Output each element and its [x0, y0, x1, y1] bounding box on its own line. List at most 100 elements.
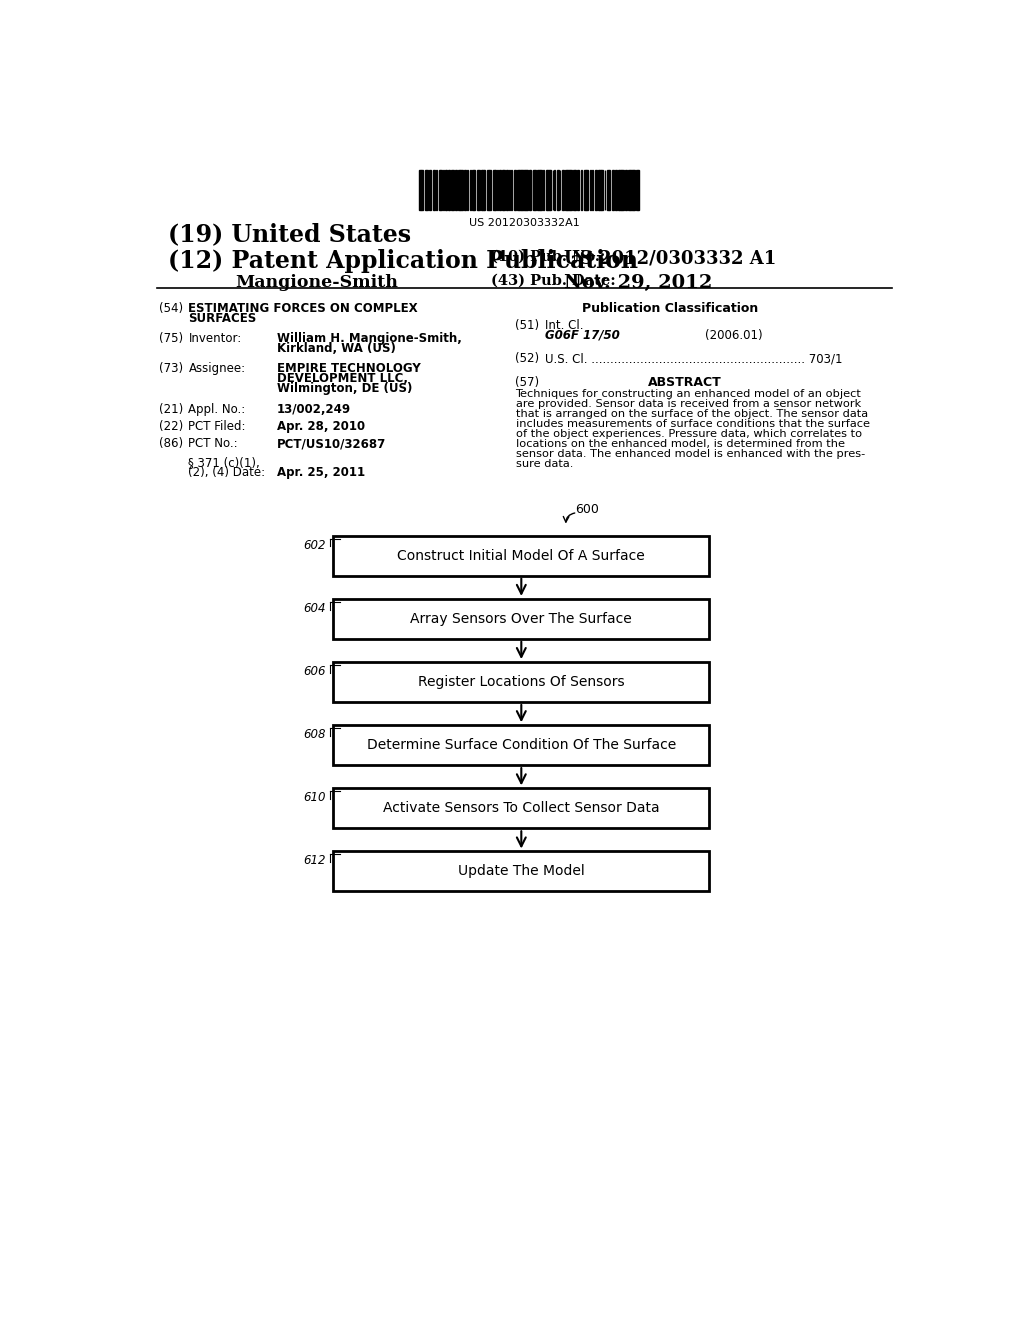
Bar [562, 170, 563, 210]
Bar [503, 170, 506, 210]
Bar [506, 170, 508, 210]
Text: (57): (57) [515, 376, 540, 388]
Text: (75): (75) [159, 333, 183, 346]
Bar [482, 170, 483, 210]
Text: Update The Model: Update The Model [458, 865, 585, 878]
Bar [480, 170, 482, 210]
Bar [486, 170, 489, 210]
Bar [538, 170, 540, 210]
Bar [567, 170, 569, 210]
Text: PCT Filed:: PCT Filed: [188, 420, 246, 433]
Bar [584, 170, 586, 210]
Text: Nov. 29, 2012: Nov. 29, 2012 [563, 275, 712, 292]
Bar [517, 170, 519, 210]
Text: Array Sensors Over The Surface: Array Sensors Over The Surface [411, 612, 632, 626]
Bar [478, 170, 480, 210]
Bar [607, 170, 609, 210]
Bar [557, 170, 559, 210]
Bar [334, 788, 710, 829]
Bar [429, 170, 431, 210]
Bar [442, 170, 444, 210]
Text: (51): (51) [515, 318, 540, 331]
Text: (52): (52) [515, 352, 540, 366]
Text: Apr. 25, 2011: Apr. 25, 2011 [276, 466, 365, 479]
Bar [432, 170, 435, 210]
Text: US 20120303332A1: US 20120303332A1 [469, 218, 581, 227]
Bar [611, 170, 614, 210]
Bar [630, 170, 633, 210]
Bar [334, 663, 710, 702]
Text: (19) United States: (19) United States [168, 222, 412, 247]
Bar [489, 170, 492, 210]
Text: ABSTRACT: ABSTRACT [647, 376, 721, 388]
Bar [334, 851, 710, 891]
Text: sure data.: sure data. [515, 459, 572, 470]
Bar [334, 536, 710, 576]
Bar [522, 170, 525, 210]
Bar [519, 170, 521, 210]
Text: William H. Mangione-Smith,: William H. Mangione-Smith, [276, 333, 462, 346]
Text: locations on the enhanced model, is determined from the: locations on the enhanced model, is dete… [515, 440, 845, 449]
Text: Activate Sensors To Collect Sensor Data: Activate Sensors To Collect Sensor Data [383, 801, 659, 816]
Text: PCT/US10/32687: PCT/US10/32687 [276, 437, 386, 450]
Text: 600: 600 [575, 503, 599, 516]
Bar [595, 170, 597, 210]
Bar [599, 170, 601, 210]
Text: Determine Surface Condition Of The Surface: Determine Surface Condition Of The Surfa… [367, 738, 676, 752]
Bar [493, 170, 495, 210]
Text: US 2012/0303332 A1: US 2012/0303332 A1 [563, 249, 776, 267]
Bar [615, 170, 617, 210]
Text: 610: 610 [303, 792, 326, 804]
Bar [440, 170, 442, 210]
Text: 604: 604 [303, 602, 326, 615]
Text: Kirkland, WA (US): Kirkland, WA (US) [276, 342, 395, 355]
Text: DEVELOPMENT LLC,: DEVELOPMENT LLC, [276, 372, 408, 385]
Text: Wilmington, DE (US): Wilmington, DE (US) [276, 383, 413, 396]
Bar [572, 170, 575, 210]
Text: § 371 (c)(1),: § 371 (c)(1), [188, 455, 260, 469]
Bar [601, 170, 603, 210]
Text: 602: 602 [303, 539, 326, 552]
Text: (12) Patent Application Publication: (12) Patent Application Publication [168, 249, 638, 273]
Text: (22): (22) [159, 420, 183, 433]
Text: (54): (54) [159, 302, 183, 314]
Text: Inventor:: Inventor: [188, 333, 242, 346]
Bar [628, 170, 630, 210]
Bar [623, 170, 624, 210]
Text: (2006.01): (2006.01) [706, 329, 763, 342]
Text: of the object experiences. Pressure data, which correlates to: of the object experiences. Pressure data… [515, 429, 861, 440]
Bar [461, 170, 463, 210]
Bar [472, 170, 474, 210]
Bar [581, 170, 583, 210]
Bar [334, 725, 710, 766]
Text: Construct Initial Model Of A Surface: Construct Initial Model Of A Surface [397, 549, 645, 562]
Text: SURFACES: SURFACES [188, 312, 257, 325]
Bar [464, 170, 466, 210]
Bar [620, 170, 621, 210]
Text: 606: 606 [303, 665, 326, 678]
Text: U.S. Cl. ......................................................... 703/1: U.S. Cl. ...............................… [545, 352, 843, 366]
Bar [477, 170, 478, 210]
Text: Techniques for constructing an enhanced model of an object: Techniques for constructing an enhanced … [515, 389, 861, 400]
Text: EMPIRE TECHNOLOGY: EMPIRE TECHNOLOGY [276, 363, 421, 375]
Bar [577, 170, 579, 210]
Text: Mangione-Smith: Mangione-Smith [234, 275, 398, 290]
Bar [569, 170, 572, 210]
Bar [334, 599, 710, 639]
Text: (73): (73) [159, 363, 183, 375]
Text: (86): (86) [159, 437, 183, 450]
Text: Register Locations Of Sensors: Register Locations Of Sensors [418, 675, 625, 689]
Bar [511, 170, 512, 210]
Bar [586, 170, 589, 210]
Bar [565, 170, 567, 210]
Text: that is arranged on the surface of the object. The sensor data: that is arranged on the surface of the o… [515, 409, 867, 420]
Text: 13/002,249: 13/002,249 [276, 404, 351, 416]
Text: includes measurements of surface conditions that the surface: includes measurements of surface conditi… [515, 420, 869, 429]
Text: (2), (4) Date:: (2), (4) Date: [188, 466, 265, 479]
Bar [495, 170, 496, 210]
Text: sensor data. The enhanced model is enhanced with the pres-: sensor data. The enhanced model is enhan… [515, 449, 864, 459]
Text: are provided. Sensor data is received from a sensor network: are provided. Sensor data is received fr… [515, 400, 861, 409]
Bar [590, 170, 592, 210]
Bar [534, 170, 536, 210]
Bar [426, 170, 428, 210]
